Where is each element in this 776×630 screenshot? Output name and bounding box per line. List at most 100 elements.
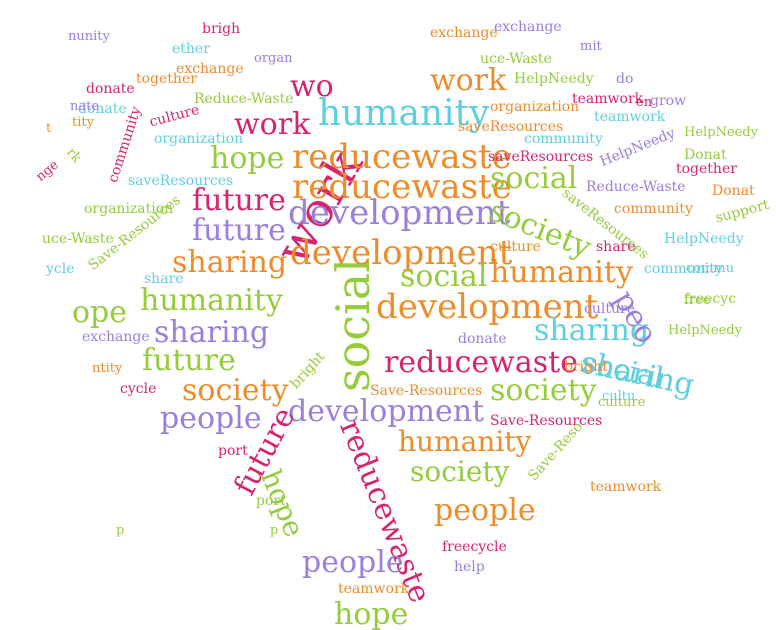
cloud-word: Save-Resources [370, 383, 483, 399]
cloud-word: organization [490, 99, 580, 115]
cloud-word: saveResources [128, 173, 234, 189]
cloud-word: future [142, 343, 236, 378]
cloud-word: culture [147, 101, 202, 131]
cloud-word: culture [598, 395, 646, 410]
cloud-word: nge [33, 157, 62, 185]
cloud-word: community [614, 201, 693, 217]
cloud-word: freecycle [442, 539, 507, 555]
cloud-word: exchange [176, 61, 244, 77]
cloud-word: saveResources [488, 149, 594, 165]
cloud-word: mit [580, 39, 602, 54]
cloud-word: ntity [92, 361, 123, 376]
cloud-word: rk [63, 145, 84, 166]
cloud-word: development [290, 233, 513, 273]
cloud-word: HelpNeedy [668, 323, 742, 338]
cloud-word: organization [154, 131, 244, 147]
cloud-word: reducewaste [292, 167, 512, 207]
cloud-word: people [434, 493, 536, 528]
cloud-word: p [116, 523, 125, 538]
cloud-word: society [182, 373, 289, 408]
cloud-word: cultu [602, 389, 636, 404]
cloud-word: Save-Resources [490, 413, 603, 429]
cloud-word: sharing [154, 315, 270, 350]
cloud-word: donate [86, 81, 135, 97]
cloud-word: reducewaste [292, 137, 512, 177]
cloud-word: share [596, 239, 636, 255]
cloud-word: HelpNeedy [664, 231, 744, 247]
cloud-word: humanity [318, 93, 490, 134]
cloud-word: commu [686, 261, 735, 276]
cloud-word: hope [210, 141, 285, 176]
cloud-word: teamwork [572, 91, 644, 107]
cloud-word: exchange [430, 25, 498, 41]
cloud-word: help [454, 559, 485, 575]
cloud-word: organization [84, 201, 174, 217]
cloud-word: work [430, 63, 507, 98]
cloud-word: social [490, 161, 578, 196]
cloud-word: exchange [494, 19, 562, 35]
cloud-word: humanity [490, 255, 633, 290]
cloud-word: exchange [82, 329, 150, 345]
cloud-word: HelpNeedy [514, 71, 594, 87]
cloud-word: together [676, 161, 737, 177]
cloud-word: support [713, 196, 771, 227]
cloud-word: teamwork [594, 109, 666, 125]
cloud-word: en [636, 95, 653, 110]
cloud-word: share [144, 271, 184, 287]
cloud-word: Donat [712, 183, 755, 199]
cloud-word: bright [564, 359, 608, 375]
cloud-word: future [192, 183, 286, 218]
cloud-word: donate [458, 331, 507, 347]
cloud-word: together [136, 71, 197, 87]
cloud-word: reducewaste [384, 345, 578, 380]
cloud-word: Reduce-Waste [586, 179, 686, 195]
cloud-word: humanity [398, 425, 532, 458]
cloud-word: community [524, 131, 603, 147]
cloud-word: port [218, 443, 248, 459]
cloud-word: brigh [202, 21, 241, 37]
cloud-word: do [616, 71, 634, 87]
cloud-word: port [256, 493, 286, 509]
cloud-word: organ [254, 51, 293, 66]
cloud-word: sharing [534, 313, 650, 348]
cloud-word: HelpNeedy [684, 125, 758, 140]
cloud-word: freecyc [684, 291, 737, 307]
cloud-word: nate [70, 99, 100, 114]
cloud-word: culture [584, 301, 635, 317]
cloud-word: future [192, 213, 286, 248]
cloud-word: nunity [68, 29, 110, 44]
cloud-word: social [400, 259, 488, 294]
cloud-word: society [490, 373, 597, 408]
cloud-word: work [234, 107, 311, 142]
cloud-word: sharing [172, 245, 288, 280]
cloud-word: saveResources [458, 119, 564, 135]
cloud-word: teamwork [590, 479, 662, 495]
cloud-word: people [302, 545, 404, 580]
cloud-word: ope [72, 295, 128, 330]
cloud-word: development [376, 287, 599, 327]
cloud-word: wo [290, 69, 334, 104]
cloud-word: development [288, 394, 485, 429]
cloud-word: p [270, 523, 279, 538]
cloud-word: humanity [140, 283, 283, 318]
cloud-word: society [410, 455, 510, 488]
cloud-word: free [684, 293, 711, 308]
cloud-word: tity [72, 115, 94, 130]
cloud-word: Donat [684, 147, 727, 163]
cloud-word: ether [172, 41, 210, 57]
cloud-word: hope [334, 597, 409, 630]
cloud-word: donate [78, 101, 127, 117]
cloud-word: HelpNeedy [597, 125, 678, 170]
cloud-word: community [644, 261, 723, 277]
cloud-word: Reduce-Waste [194, 91, 294, 107]
cloud-word: t [46, 121, 52, 136]
cloud-word: teamwork [338, 581, 410, 597]
cloud-word: Save-Reso [525, 418, 587, 485]
cloud-word: development [288, 193, 511, 233]
cloud-word: uce-Waste [42, 231, 114, 247]
cloud-word: culture [490, 239, 541, 255]
cloud-word: people [160, 401, 262, 436]
cloud-word: cycle [120, 381, 157, 397]
cloud-word: bright [287, 348, 329, 393]
